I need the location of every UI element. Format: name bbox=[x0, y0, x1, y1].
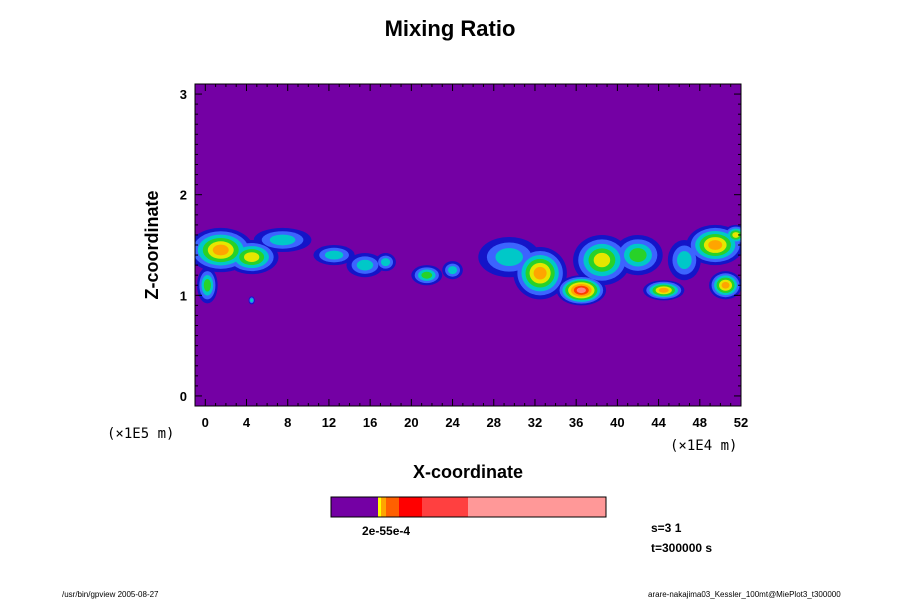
cloud-cell bbox=[244, 252, 260, 262]
x-tick-label: 12 bbox=[322, 415, 336, 430]
x-tick-label: 40 bbox=[610, 415, 624, 430]
x-tick-label: 36 bbox=[569, 415, 583, 430]
colorbar-segment bbox=[378, 497, 381, 517]
info-t: t=300000 s bbox=[651, 541, 712, 555]
cloud-cell bbox=[447, 266, 458, 275]
colorbar-segment bbox=[468, 497, 606, 517]
cloud-cell bbox=[677, 251, 692, 270]
contour-level-8 bbox=[576, 287, 586, 294]
x-tick-label: 4 bbox=[243, 415, 251, 430]
cloud-cell bbox=[732, 232, 740, 238]
colorbar-tick-label: 2e-55e-4 bbox=[362, 524, 410, 538]
cloud-cell bbox=[212, 244, 229, 256]
cloud-cell bbox=[576, 287, 586, 294]
colorbar-frame bbox=[330, 496, 607, 518]
y-tick-label: 1 bbox=[180, 288, 187, 303]
cloud-cell bbox=[629, 248, 647, 263]
colorbar-segment bbox=[386, 497, 399, 517]
x-tick-label: 16 bbox=[363, 415, 377, 430]
x-tick-label: 32 bbox=[528, 415, 542, 430]
y-tick-label: 0 bbox=[180, 389, 187, 404]
footer-right: arare-nakajima03_Kessler_100mt@MiePlot3_… bbox=[648, 590, 841, 599]
colorbar-segment bbox=[422, 497, 468, 517]
x-tick-label: 48 bbox=[693, 415, 707, 430]
x-tick-label: 0 bbox=[202, 415, 209, 430]
y-tick-label: 2 bbox=[180, 188, 187, 203]
cloud-cell bbox=[203, 278, 211, 292]
y-axis-title: Z-coordinate bbox=[142, 190, 162, 299]
cloud-cell bbox=[269, 234, 296, 246]
x-tick-label: 44 bbox=[651, 415, 666, 430]
cloud-cell bbox=[721, 281, 730, 289]
cloud-cell bbox=[593, 252, 611, 268]
x-tick-label: 8 bbox=[284, 415, 291, 430]
cloud-cell bbox=[356, 259, 374, 271]
y-unit-label: (×1E5 m) bbox=[107, 426, 174, 442]
cloud-cell bbox=[708, 240, 723, 250]
x-axis: 0 4 8 12 16 20 24 28 32 36 40 44 48 52 bbox=[202, 84, 748, 430]
x-tick-label: 24 bbox=[445, 415, 460, 430]
x-tick-label: 20 bbox=[404, 415, 418, 430]
cloud-cell bbox=[533, 266, 547, 280]
mixing-ratio-field bbox=[195, 224, 741, 306]
cloud-cell bbox=[381, 258, 391, 267]
colorbar-segment bbox=[331, 497, 378, 517]
y-tick-label: 3 bbox=[180, 87, 187, 102]
cloud-cell bbox=[495, 248, 523, 267]
cloud-cell bbox=[658, 287, 669, 293]
x-axis-title: X-coordinate bbox=[413, 462, 523, 482]
cloud-cell bbox=[324, 250, 344, 260]
x-unit-label: (×1E4 m) bbox=[670, 438, 737, 454]
footer-left: /usr/bin/gpview 2005-08-27 bbox=[62, 590, 159, 599]
info-s: s=3 1 bbox=[651, 521, 682, 535]
x-tick-label: 28 bbox=[487, 415, 501, 430]
colorbar-segment bbox=[399, 497, 422, 517]
colorbar-segment bbox=[381, 497, 386, 517]
colorbar bbox=[330, 496, 607, 518]
y-axis: 0 1 2 3 bbox=[180, 87, 741, 404]
chart-title: Mixing Ratio bbox=[384, 16, 516, 41]
x-tick-label: 52 bbox=[734, 415, 748, 430]
cloud-cell bbox=[250, 298, 254, 303]
cloud-cell bbox=[421, 271, 433, 279]
